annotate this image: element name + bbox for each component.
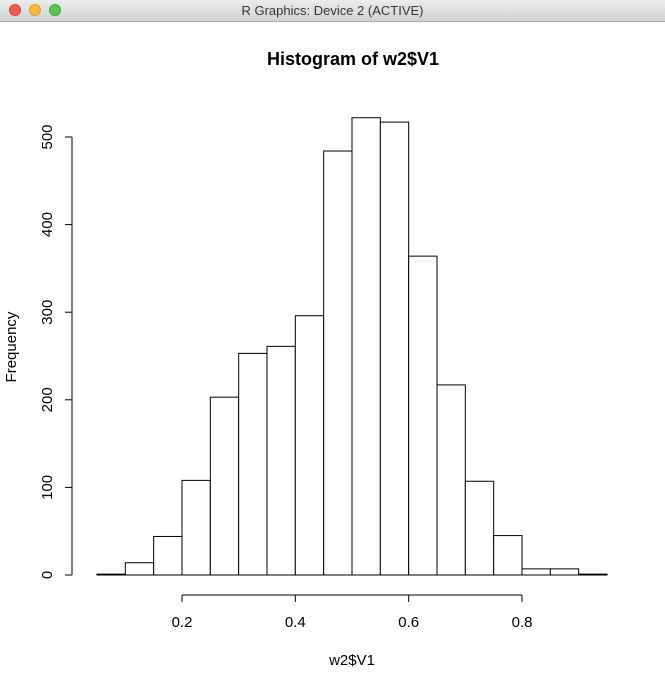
title-bar: R Graphics: Device 2 (ACTIVE) [0,0,665,22]
x-tick-label: 0.2 [172,614,193,631]
bar [521,568,551,576]
bar [436,384,466,576]
y-tick-label: 500 [39,124,56,149]
window-title: R Graphics: Device 2 (ACTIVE) [241,3,424,18]
bar [266,345,296,576]
bar [96,573,126,576]
bar [408,255,438,576]
y-tick-label: 300 [39,300,56,325]
bar [124,562,155,576]
bar [379,121,410,576]
bar [549,568,580,576]
bar [181,479,211,576]
bar [209,396,240,576]
bar [578,573,608,576]
bar [294,315,325,576]
y-tick-label: 400 [39,212,56,237]
bar [351,117,381,576]
y-tick-label: 100 [39,475,56,500]
bar [153,535,183,576]
x-tick-label: 0.8 [512,614,533,631]
x-axis-label: w2$V1 [328,652,375,669]
zoom-button[interactable] [49,4,61,16]
bar [323,150,353,576]
x-tick-label: 0.4 [285,614,306,631]
bar [238,352,268,576]
chart-title: Histogram of w2$V1 [267,49,439,69]
bar [464,480,495,576]
y-tick-label: 0 [39,571,56,579]
minimize-button[interactable] [29,4,41,16]
y-tick-label: 200 [39,387,56,412]
x-tick-label: 0.6 [398,614,419,631]
bar [493,535,523,576]
close-button[interactable] [9,4,21,16]
y-axis-label: Frequency [3,311,20,382]
